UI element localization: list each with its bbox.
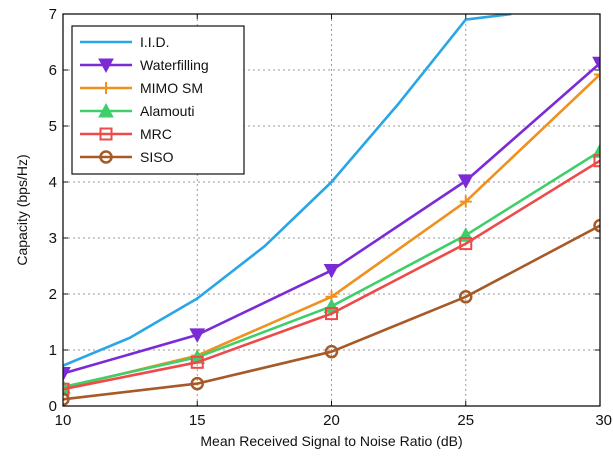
data-point [593,154,600,168]
data-point [324,344,339,359]
x-tick-label: 10 [55,412,72,429]
legend-item: Alamouti [80,102,194,119]
legend-marker [98,58,114,74]
y-tick-label: 1 [49,342,57,359]
legend-marker [100,82,112,94]
legend-label: MIMO SM [140,80,203,96]
legend-label: I.I.D. [140,34,170,50]
data-point [63,392,70,406]
legend-label: Alamouti [140,103,194,119]
y-tick-label: 4 [49,174,57,191]
series-i-i-d- [63,14,512,367]
legend-item: I.I.D. [80,34,170,50]
x-axis-label: Mean Received Signal to Noise Ratio (dB) [200,433,462,449]
data-point [459,290,473,304]
y-tick-label: 5 [49,118,57,135]
data-point [593,218,600,233]
y-axis-label: Capacity (bps/Hz) [14,154,30,265]
y-tick-label: 6 [49,62,57,79]
series-line [63,224,600,401]
series-line [63,14,512,367]
data-point [63,382,70,396]
legend-item: MRC [80,126,172,142]
legend-item: SISO [80,149,174,165]
y-tick-label: 3 [49,230,57,247]
legend-label: SISO [140,149,174,165]
data-point [323,263,340,279]
data-point [592,56,600,72]
data-point [459,237,473,251]
x-tick-label: 25 [457,412,474,429]
legend-label: MRC [140,126,172,142]
legend-item: MIMO SM [80,80,203,96]
series-line [63,159,600,391]
y-tick-label: 7 [49,6,57,23]
legend-label: Waterfilling [140,57,209,73]
data-point [594,68,600,81]
x-tick-label: 15 [189,412,206,429]
data-point [190,376,204,391]
legend: I.I.D. Waterfilling MIMO SM Alamouti MRC SISO [71,25,245,175]
y-tick-label: 0 [49,398,57,415]
series-mrc [63,154,600,396]
legend-marker [99,127,113,141]
data-point [189,328,206,343]
tick-labels: 10 15 20 25 30 0 1 2 3 4 5 6 7 [49,6,612,429]
legend-box [71,25,245,175]
data-point [457,174,474,189]
data-point [459,195,472,208]
series-siso [63,218,600,406]
data-point [190,355,204,369]
legend-marker [99,150,113,164]
x-tick-label: 20 [323,412,340,429]
data-point [63,367,71,382]
legend-marker [98,102,114,118]
data-point [592,143,600,158]
axes [62,13,601,407]
series-layer [63,14,600,406]
legend-item: Waterfilling [80,57,209,74]
y-tick-label: 2 [49,286,57,303]
x-tick-label: 30 [595,412,612,429]
series-waterfilling [63,56,600,382]
data-point [325,307,338,321]
